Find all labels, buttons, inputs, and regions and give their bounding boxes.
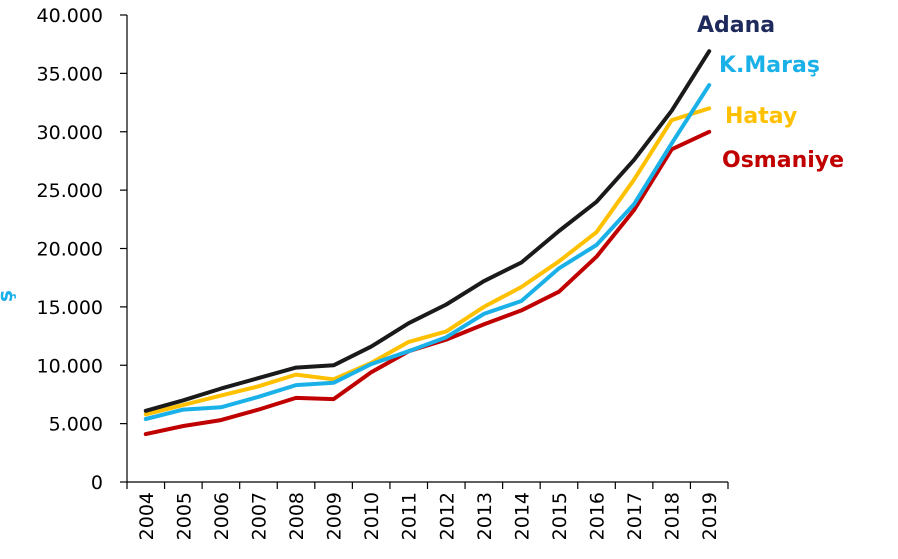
y-tick-label: 30.000 — [37, 122, 103, 144]
series-label-hatay: Hatay — [725, 104, 797, 129]
series-labels: Adana K.Maraş Hatay Osmaniye — [697, 13, 844, 173]
x-tick-label: 2006 — [211, 492, 233, 540]
y-tick-label: 35.000 — [37, 63, 103, 85]
series-line-kmara — [143, 83, 712, 421]
y-axis-label: ş — [0, 290, 17, 302]
x-tick-label: 2019 — [699, 492, 721, 540]
x-tick-label: 2015 — [549, 492, 571, 540]
x-tick-label: 2017 — [624, 492, 646, 540]
y-tick-label: 40.000 — [37, 5, 103, 27]
x-tick-label: 2012 — [436, 492, 458, 540]
x-tick-label: 2011 — [399, 492, 421, 540]
series-label-adana: Adana — [697, 13, 775, 38]
series-line-adana — [143, 49, 712, 413]
series-label-osmaniye: Osmaniye — [722, 148, 844, 173]
x-tick-label: 2008 — [286, 492, 308, 540]
series-line-osmaniye — [143, 129, 712, 437]
series-lines — [143, 49, 712, 437]
x-tick-label: 2013 — [474, 492, 496, 540]
y-tick-label: 25.000 — [37, 180, 103, 202]
x-axis: 2004 2005 2006 2007 2008 2009 2010 2011 2012 2013… — [126, 481, 729, 540]
y-tick-label: 20.000 — [37, 239, 103, 261]
x-tick-label: 2014 — [511, 492, 533, 540]
y-tick-label: 10.000 — [37, 355, 103, 377]
x-tick-label: 2007 — [248, 492, 270, 540]
y-tick-label: 15.000 — [37, 297, 103, 319]
x-tick-label: 2005 — [173, 492, 195, 540]
y-axis: 0 5.000 10.000 15.000 20.000 25.000 30.000 35.0… — [37, 5, 128, 494]
y-tick-label: 0 — [91, 472, 103, 494]
x-tick-label: 2009 — [324, 492, 346, 540]
series-label-kmara: K.Maraş — [719, 53, 820, 78]
x-tick-label: 2016 — [587, 492, 609, 540]
series-line-hatay — [143, 106, 712, 417]
x-tick-label: 2010 — [361, 492, 383, 540]
x-tick-label: 2018 — [662, 492, 684, 540]
y-tick-label: 5.000 — [49, 414, 103, 436]
x-tick-label: 2004 — [136, 492, 158, 540]
